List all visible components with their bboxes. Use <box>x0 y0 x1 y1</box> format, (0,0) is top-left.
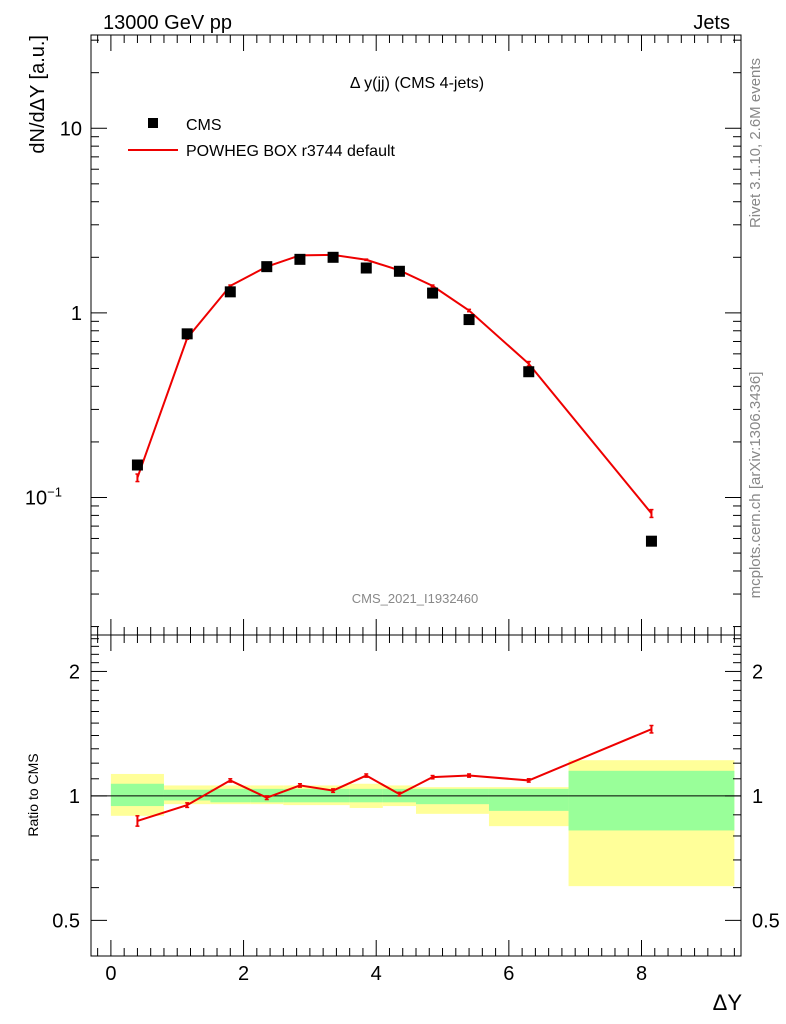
cms-point <box>645 535 657 547</box>
ratio-ytick-label-right-0: 2 <box>752 661 763 683</box>
header-right: Jets <box>693 12 730 34</box>
x-tick-label-2: 4 <box>371 963 382 985</box>
main-ylabel: dN/dΔY [a.u.] <box>27 35 49 154</box>
axes: 10 1 10−1 2 2 1 1 0.5 0.5 0 2 4 6 8 <box>25 34 780 985</box>
ratio-ylabel: Ratio to CMS <box>25 753 41 836</box>
x-tick-label-0: 0 <box>105 963 116 985</box>
data-layer <box>131 251 657 827</box>
mc-line <box>136 253 653 515</box>
main-ytick-label-1: 1 <box>71 303 82 325</box>
cms-point <box>181 328 193 340</box>
cms-point <box>224 286 236 298</box>
ratio-bands <box>91 760 741 887</box>
side-mcplots-label: mcplots.cern.ch [arXiv:1306.3436] <box>747 372 764 599</box>
main-ytick-label-0: 10 <box>60 118 82 140</box>
ratio-ytick-label-right-2: 0.5 <box>752 910 780 932</box>
cms-point <box>523 366 535 378</box>
ratio-ytick-label-right-1: 1 <box>752 786 763 808</box>
cms-point <box>393 265 405 277</box>
x-tick-label-1: 2 <box>238 963 249 985</box>
ratio-line <box>137 728 652 822</box>
x-tick-label-4: 8 <box>636 963 647 985</box>
ratio-ytick-label-left-1: 1 <box>69 786 80 808</box>
x-tick-label-3: 6 <box>503 963 514 985</box>
cms-point <box>360 262 372 274</box>
cms-point <box>294 253 306 265</box>
cms-point <box>427 287 439 299</box>
cms-point <box>327 251 339 263</box>
ratio-band-green-0 <box>110 783 164 807</box>
ratio-band-green-11 <box>568 770 735 831</box>
ratio-band-green-10 <box>488 788 569 811</box>
legend: CMS POWHEG BOX r3744 default <box>128 117 396 160</box>
main-ytick-label-2: 10−1 <box>25 485 62 510</box>
watermark: CMS_2021_I1932460 <box>352 591 479 606</box>
x-axis-label: ΔY <box>713 990 743 1015</box>
legend-cms-label: CMS <box>186 117 222 134</box>
ratio-band-green-8 <box>416 788 453 805</box>
side-rivet-label: Rivet 3.1.10, 2.6M events <box>747 58 764 228</box>
ratio-band-green-9 <box>452 788 489 805</box>
ratio-band-green-1 <box>163 789 211 801</box>
cms-point <box>131 459 143 471</box>
ratio-ytick-label-left-0: 2 <box>69 661 80 683</box>
header-left: 13000 GeV pp <box>103 12 232 34</box>
legend-powheg-label: POWHEG BOX r3744 default <box>186 143 396 160</box>
legend-cms-marker <box>148 118 158 128</box>
cms-point <box>463 314 475 326</box>
cms-point <box>261 261 273 273</box>
ratio-ytick-label-left-2: 0.5 <box>52 910 80 932</box>
main-title: Δ y(jj) (CMS 4-jets) <box>350 75 484 92</box>
